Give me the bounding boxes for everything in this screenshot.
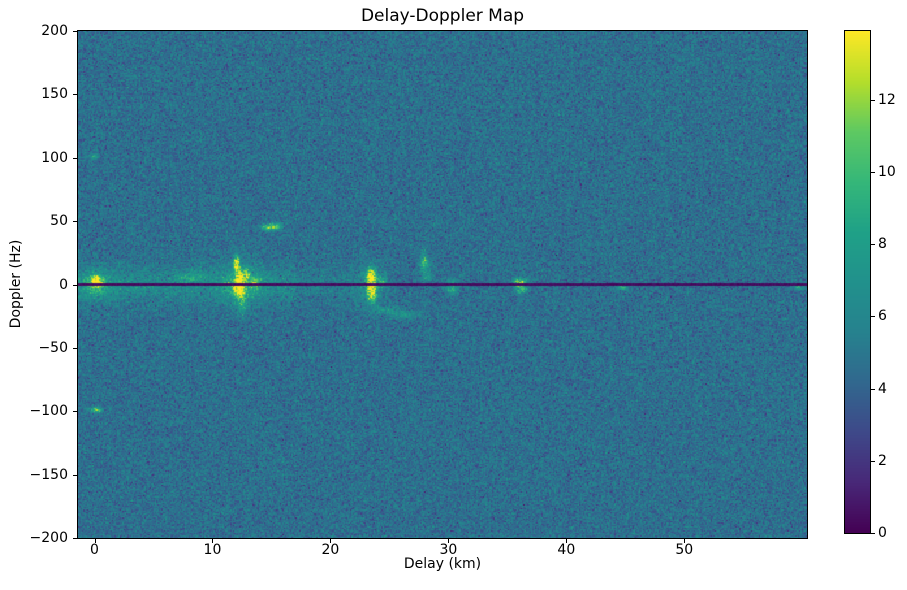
y-tick-label: −100 xyxy=(29,403,68,420)
x-tick-label: 10 xyxy=(203,542,222,558)
colorbar-tick-mark xyxy=(871,316,875,318)
x-tick-label: 20 xyxy=(321,542,340,558)
x-tick-label: 50 xyxy=(675,542,694,558)
y-tick-mark xyxy=(73,538,77,539)
colorbar-tick-label: 0 xyxy=(878,525,887,541)
colorbar-tick-label: 8 xyxy=(878,236,887,253)
y-tick-label: −200 xyxy=(29,530,68,546)
colorbar-tick-label: 4 xyxy=(878,380,887,397)
colorbar-tick-mark xyxy=(871,388,875,390)
colorbar-tick-label: 6 xyxy=(878,308,887,325)
y-tick-mark xyxy=(73,31,77,32)
colorbar-tick-mark xyxy=(871,99,875,101)
colorbar-tick-label: 10 xyxy=(878,163,896,180)
x-tick-label: 40 xyxy=(557,542,576,558)
x-tick-mark xyxy=(330,539,332,543)
y-tick-label: 0 xyxy=(59,276,68,293)
colorbar-tick-mark xyxy=(871,244,875,246)
colorbar-tick-label: 12 xyxy=(878,91,896,108)
y-tick-label: 100 xyxy=(41,149,68,166)
y-tick-label: 150 xyxy=(41,86,68,103)
y-tick-label: 200 xyxy=(41,23,68,39)
x-axis-label: Delay (km) xyxy=(403,556,482,572)
y-tick-mark xyxy=(73,94,77,96)
y-tick-mark xyxy=(73,284,77,286)
colorbar xyxy=(844,30,871,534)
x-tick-mark xyxy=(212,539,214,543)
y-tick-label: −150 xyxy=(29,466,68,483)
y-axis-label: Doppler (Hz) xyxy=(8,239,24,329)
y-tick-label: 50 xyxy=(50,213,68,230)
y-tick-mark xyxy=(73,221,77,223)
x-tick-label: 30 xyxy=(439,542,458,558)
y-tick-mark xyxy=(73,157,77,159)
colorbar-tick-mark xyxy=(871,460,875,462)
heatmap-image xyxy=(77,30,808,539)
colorbar-tick-mark xyxy=(871,533,875,534)
y-tick-mark xyxy=(73,347,77,349)
chart-title: Delay-Doppler Map xyxy=(360,6,525,26)
x-tick-label: 0 xyxy=(90,542,99,558)
colorbar-tick-label: 2 xyxy=(878,452,887,469)
x-tick-mark xyxy=(566,539,568,543)
y-tick-label: −50 xyxy=(38,339,68,356)
x-tick-mark xyxy=(448,539,450,543)
x-tick-mark xyxy=(684,539,686,543)
y-tick-mark xyxy=(73,411,77,413)
x-tick-mark xyxy=(94,539,96,543)
y-tick-mark xyxy=(73,474,77,476)
colorbar-tick-mark xyxy=(871,171,875,173)
